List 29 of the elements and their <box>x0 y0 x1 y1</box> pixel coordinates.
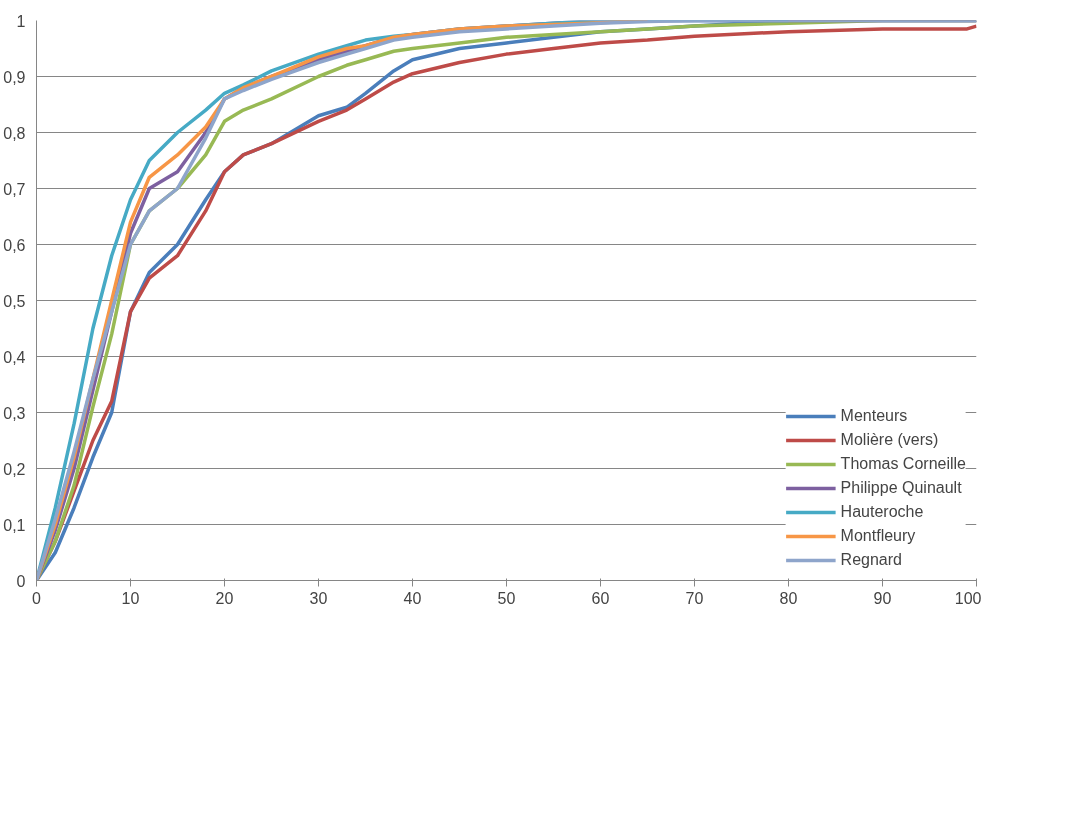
x-tick-label: 30 <box>309 589 328 607</box>
y-tick-label: 0 <box>16 572 26 590</box>
legend-label: Menteurs <box>840 407 908 425</box>
legend-label: Philippe Quinault <box>840 479 962 497</box>
legend-label: Hauteroche <box>840 503 924 521</box>
y-tick-label: 0,1 <box>3 516 26 534</box>
legend-label: Molière (vers) <box>840 431 939 449</box>
y-tick-label: 0,8 <box>3 124 26 142</box>
y-tick-label: 0,9 <box>3 68 26 86</box>
x-tick-label: 20 <box>215 589 234 607</box>
y-tick-label: 0,6 <box>3 236 26 254</box>
y-tick-label: 0,7 <box>3 180 26 198</box>
y-tick-label: 1 <box>16 12 26 30</box>
x-tick-label: 50 <box>497 589 516 607</box>
x-tick-label: 60 <box>591 589 610 607</box>
x-tick-label: 100 <box>954 589 982 607</box>
legend-label: Regnard <box>840 551 902 569</box>
y-tick-label: 0,5 <box>3 292 26 310</box>
x-tick-label: 10 <box>121 589 140 607</box>
y-tick-label: 0,2 <box>3 460 26 478</box>
y-tick-label: 0,4 <box>3 348 26 366</box>
x-tick-label: 0 <box>32 589 42 607</box>
legend-label: Montfleury <box>840 527 916 545</box>
x-tick-label: 90 <box>873 589 892 607</box>
y-tick-label: 0,3 <box>3 404 26 422</box>
legend-label: Thomas Corneille <box>840 455 966 473</box>
x-tick-label: 40 <box>403 589 422 607</box>
x-tick-label: 80 <box>779 589 798 607</box>
x-tick-label: 70 <box>685 589 704 607</box>
